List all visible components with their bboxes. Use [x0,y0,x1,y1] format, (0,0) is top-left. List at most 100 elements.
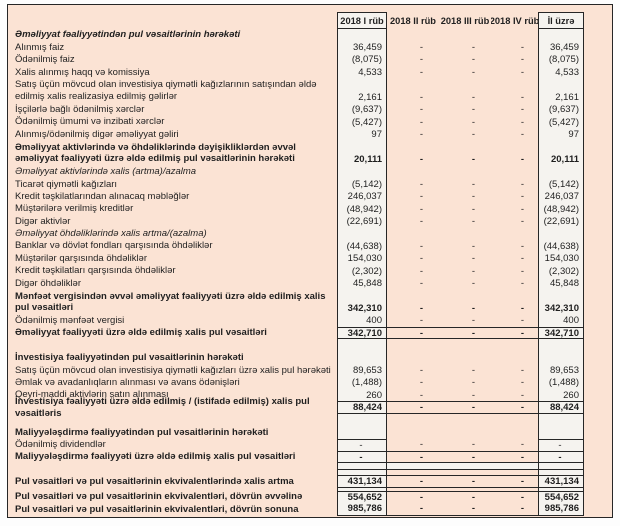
row-values [337,470,584,476]
cell-2018-q1: 2,161 [337,78,387,104]
cell-2018-q2: - [419,377,423,389]
row-values: 554,652 - - - 554,652 [337,490,584,504]
table-row: Ödənilmiş mənfəət vergisi 400 - - - 400 [8,314,612,328]
cell-2018-q1 [337,227,387,241]
cell-2018-q1: 20,111 [337,140,387,166]
cell-year-total: 260 [538,388,584,402]
cell-year-total [538,339,584,352]
row-values [337,227,584,241]
table-row: Ödənilmiş dividendlər - - - - - [8,438,612,451]
cell-2018-q1: (48,942) [337,202,387,216]
cell-2018-q1 [337,351,387,365]
table-row: Satış üçün mövcud olan investisiya qiymə… [8,78,612,104]
cell-2018-q4: - [520,439,524,451]
cell-2018-q2: - [419,66,423,78]
cell-2018-q1 [337,413,387,427]
cell-year-total [538,463,584,470]
cell-2018-q2: - [419,364,423,376]
cell-2018-q3: - [471,66,475,78]
cell-2018-q2: - [419,439,423,451]
cell-year-total: (9,637) [538,103,584,116]
cell-year-total: 45,848 [538,277,584,290]
cell-year-total: 2,161 [538,78,584,104]
cell-2018-q2: - [419,240,423,252]
cell-2018-q4: - [520,451,524,463]
cell-2018-q4: - [520,191,524,203]
row-values: 97 - - - 97 [337,128,584,141]
cell-2018-q4: - [520,402,524,413]
cell-year-total: (5,427) [538,115,584,129]
row-label: Ödənilmiş dividendlər [15,438,106,450]
cell-2018-q1: 554,652 [337,491,387,504]
row-right-spacer [584,141,612,166]
cell-2018-q4: - [520,153,524,165]
row-right-spacer [584,503,612,515]
cell-year-total [538,487,584,491]
row-right-spacer [584,228,612,240]
cell-2018-q4 [491,414,538,426]
cell-2018-q2: - [419,265,423,277]
column-header-2018-q2: 2018 II rüb [390,15,436,26]
cell-2018-q3: - [471,129,475,141]
table-row [8,463,612,471]
row-right-spacer [584,327,612,339]
cell-2018-q1: 260 [337,388,387,402]
row-label: Əməliyyat fəaliyyəti üzrə əldə edilmiş x… [15,327,267,339]
row-right-spacer [584,215,612,227]
table-row: İnvestisiya fəaliyyətindən pul vəsaitlər… [8,351,612,365]
row-values: (9,637) - - - (9,637) [337,103,584,116]
row-values: (44,638) - - - (44,638) [337,240,584,253]
row-label [8,339,337,351]
row-right-spacer [584,166,612,178]
table-row: Əmlak və avadanlıqların alınması və avan… [8,376,612,389]
row-right-spacer [584,451,612,463]
cell-2018-q4: - [520,215,524,227]
cell-2018-q4: - [520,315,524,327]
column-header-2018-q1: 2018 I rüb [337,12,387,29]
cell-2018-q2: - [419,402,423,413]
row-label: Digər öhdəliklər [15,277,82,289]
table-row: İşçilərlə bağlı ödənilmiş xərclər (9,637… [8,103,612,116]
cell-2018-q3: - [471,315,475,327]
cell-2018-q2: - [419,277,423,289]
row-label: Əməliyyat öhdəliklərində xalis artma/(az… [15,228,207,240]
row-values: 4,533 - - - 4,533 [337,66,584,79]
row-values: 985,786 - - - 985,786 [337,503,584,516]
row-right-spacer [584,364,612,376]
cell-2018-q1: 4,533 [337,66,387,79]
cell-2018-q4: - [520,104,524,116]
cell-2018-q2: - [419,389,423,401]
cell-year-total: - [538,438,584,451]
cell-2018-q2: - [419,491,423,503]
row-label: Kredit təşkilatlarından alınacaq məbləğl… [15,190,190,202]
row-label: Digər aktivlər [15,215,71,227]
cell-2018-q3: - [471,277,475,289]
cell-2018-q2: - [419,476,423,487]
table-row: Digər aktivlər (22,691) - - - (22,691) [8,215,612,228]
column-header-2018-q3: 2018 III rüb [440,15,490,26]
cell-2018-q3 [439,414,491,426]
cell-2018-q1: (5,427) [337,115,387,129]
row-label: Ticarət qiymətli kağızları [15,178,118,190]
row-values: (48,942) - - - (48,942) [337,202,584,216]
row-right-spacer [584,401,612,413]
header-value-columns: 2018 I rüb 2018 II rüb 2018 III rüb 2018… [337,12,584,29]
cell-2018-q4: - [520,503,524,515]
row-right-spacer [584,315,612,327]
row-values: 2,161 - - - 2,161 [337,78,584,104]
table-row: Pul vəsaitləri və pul vəsaitlərinin ekvi… [8,503,612,516]
cell-2018-q2: - [419,451,423,463]
cell-2018-q3: - [471,253,475,265]
cell-2018-q3: - [471,54,475,66]
cell-year-total: (44,638) [538,240,584,253]
row-values: 431,134 - - - 431,134 [337,475,584,488]
row-right-spacer [584,240,612,252]
cell-2018-q4 [491,352,538,364]
cell-year-total: (8,075) [538,53,584,67]
row-right-spacer [584,265,612,277]
cell-year-total: 20,111 [538,140,584,166]
cell-2018-q2 [387,463,439,470]
cell-2018-q2: - [419,104,423,116]
row-right-spacer [584,104,612,116]
cell-year-total: 154,030 [538,252,584,265]
